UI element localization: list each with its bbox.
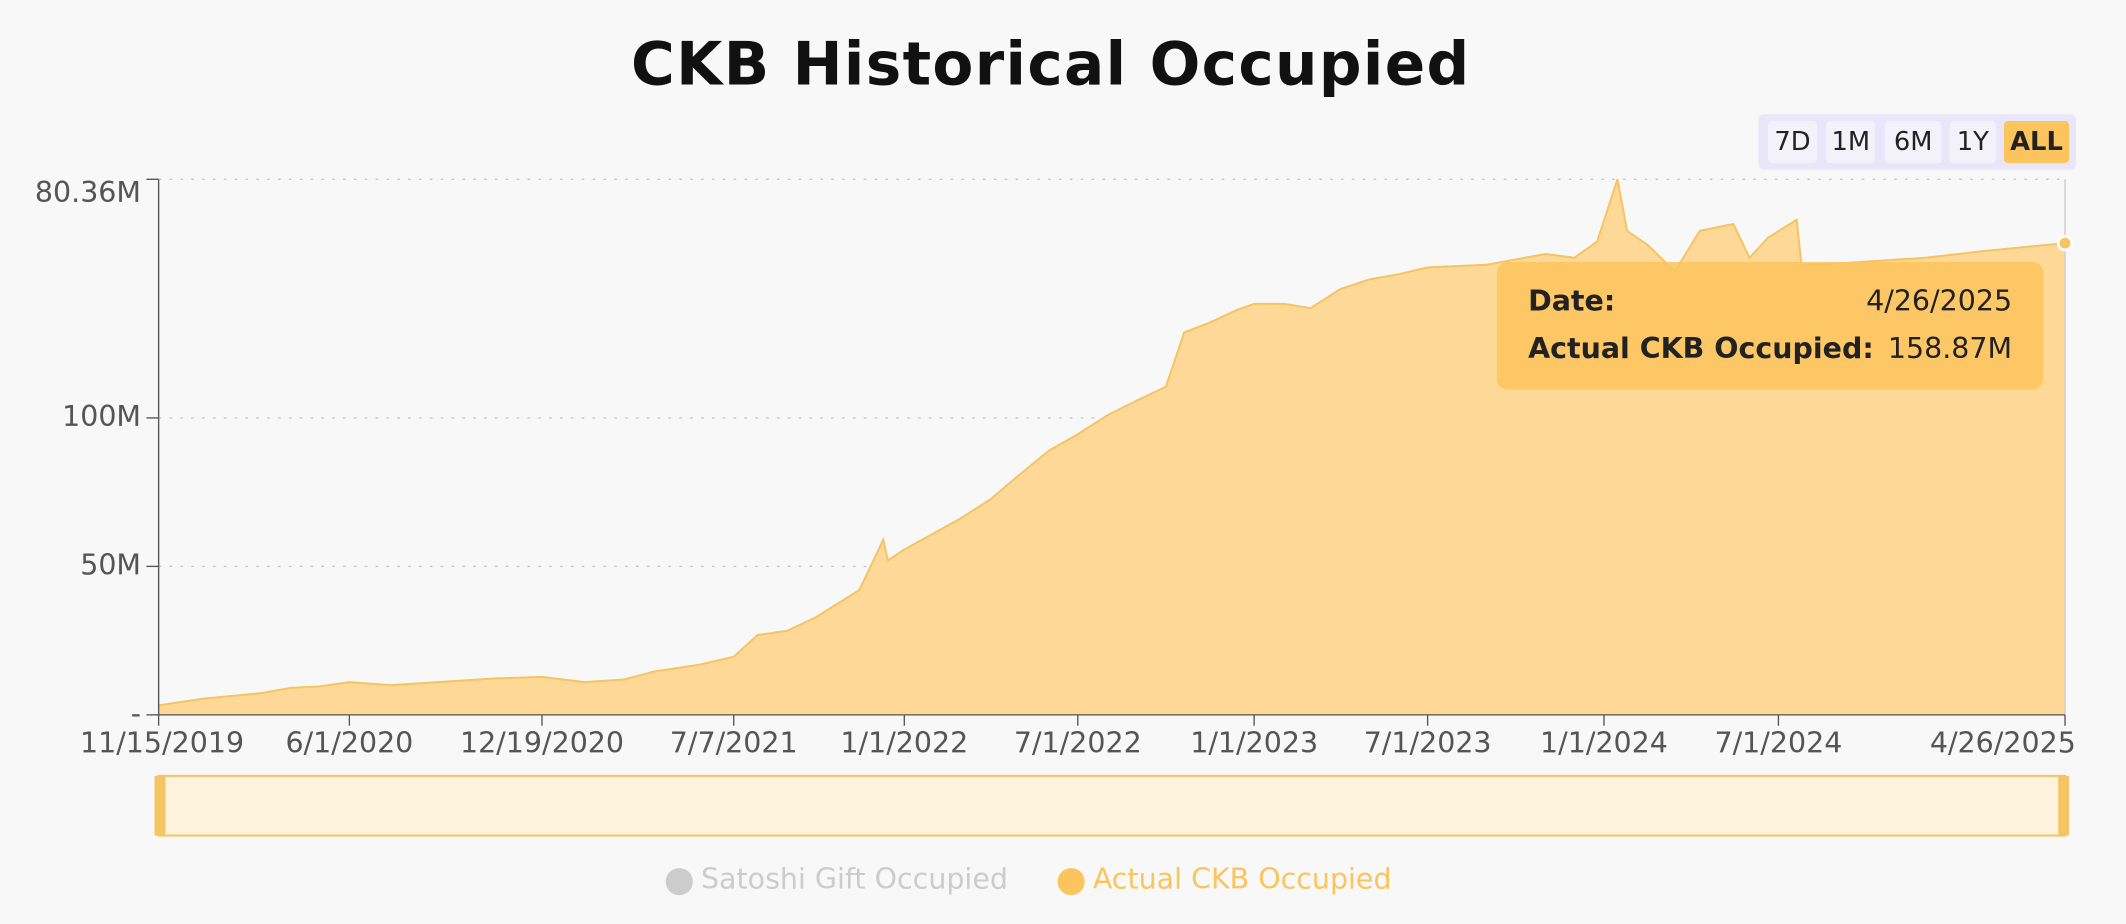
x-tick-label: 7/1/2024 xyxy=(1714,727,1842,760)
range-button-label[interactable]: 1Y xyxy=(1957,127,1989,157)
range-button[interactable] xyxy=(1826,120,1876,164)
y-tick-label: - xyxy=(131,697,141,730)
x-tick-label: 12/19/2020 xyxy=(460,727,624,760)
x-tick-label: 1/1/2023 xyxy=(1190,727,1318,760)
x-tick-label: 6/1/2020 xyxy=(285,727,413,760)
x-tick-label: 4/26/2025 xyxy=(1930,727,2076,760)
range-button-label[interactable]: 7D xyxy=(1774,127,1810,157)
y-tick-label: 100M xyxy=(62,400,141,433)
legend-label[interactable]: Actual CKB Occupied xyxy=(1093,862,1392,895)
tooltip-value: 158.87M xyxy=(1888,332,2012,365)
tooltip-label: Actual CKB Occupied: xyxy=(1528,332,1874,365)
range-button[interactable] xyxy=(1949,120,1996,164)
range-button-label[interactable]: 1M xyxy=(1831,127,1870,157)
range-button[interactable] xyxy=(1768,120,1817,164)
x-tick-label: 1/1/2022 xyxy=(840,727,968,760)
legend-marker[interactable] xyxy=(1057,868,1085,896)
y-tick-label: 50M xyxy=(80,548,141,581)
navigator-handle[interactable] xyxy=(154,775,166,836)
legend-marker[interactable] xyxy=(665,868,693,896)
x-tick-label: 1/1/2024 xyxy=(1540,727,1668,760)
line xyxy=(158,178,2066,707)
tooltip xyxy=(1496,262,2044,390)
chart-title: CKB Historical Occupied xyxy=(631,31,1471,100)
x-tick-label: 11/15/2019 xyxy=(80,727,244,760)
range-button-label[interactable]: ALL xyxy=(2010,127,2063,157)
x-tick-label: 7/7/2021 xyxy=(670,727,798,760)
x-tick-label: 7/1/2022 xyxy=(1014,727,1142,760)
navigator-handle[interactable] xyxy=(2058,775,2070,836)
navigator[interactable] xyxy=(157,774,2067,837)
tooltip-label: Date: xyxy=(1528,285,1615,318)
range-button[interactable] xyxy=(2003,120,2070,164)
range-button[interactable] xyxy=(1884,120,1942,164)
range-button-label[interactable]: 6M xyxy=(1894,127,1933,157)
hover-point xyxy=(2056,234,2074,252)
legend-label[interactable]: Satoshi Gift Occupied xyxy=(701,862,1008,895)
x-tick-label: 7/1/2023 xyxy=(1364,727,1492,760)
area xyxy=(158,179,2065,715)
y-tick-label: 80.36M xyxy=(35,176,141,209)
tooltip-value: 4/26/2025 xyxy=(1866,285,2012,318)
